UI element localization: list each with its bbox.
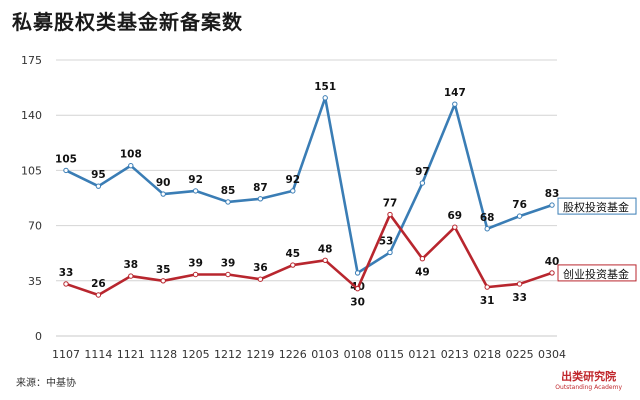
data-point: [128, 273, 134, 279]
x-tick-label: 0103: [311, 348, 339, 361]
data-point: [257, 196, 264, 202]
x-tick-label: 0213: [441, 348, 469, 361]
data-label: 92: [188, 174, 203, 186]
x-tick-label: 0218: [473, 348, 501, 361]
data-point: [160, 278, 166, 284]
x-tick-label: 0121: [408, 348, 436, 361]
x-tick-label: 1212: [214, 348, 242, 361]
x-tick-label: 0115: [376, 348, 404, 361]
data-point: [354, 285, 361, 292]
data-point: [516, 281, 523, 287]
data-label: 90: [156, 177, 171, 189]
data-label: 35: [156, 264, 171, 276]
data-point: [257, 276, 264, 282]
data-point: [192, 271, 199, 278]
data-point: [419, 180, 426, 186]
x-tick-label: 1219: [246, 348, 274, 361]
data-label: 48: [318, 243, 333, 255]
brand-name-cn: 出类研究院: [561, 370, 617, 383]
data-point: [452, 101, 458, 107]
data-point: [95, 183, 102, 189]
x-tick-label: 1114: [84, 348, 112, 361]
data-label: 87: [253, 182, 268, 194]
data-label: 92: [285, 174, 300, 186]
data-label: 40: [545, 256, 560, 268]
x-tick-label: 1128: [149, 348, 177, 361]
data-point: [290, 188, 296, 194]
data-label: 151: [314, 81, 336, 93]
data-point: [128, 162, 134, 169]
x-tick-label: 1205: [182, 348, 210, 361]
legend-box: [557, 197, 637, 215]
data-point: [484, 284, 490, 290]
x-tick-label: 1107: [52, 348, 80, 361]
data-point: [387, 249, 393, 256]
data-point: [322, 257, 328, 263]
data-label: 33: [512, 292, 527, 304]
data-label: 105: [55, 153, 77, 165]
data-label: 76: [512, 199, 527, 211]
data-point: [419, 256, 426, 262]
data-label: 108: [120, 149, 142, 161]
data-label: 39: [188, 257, 203, 269]
chart-title: 私募股权类基金新备案数: [12, 10, 243, 34]
data-point: [95, 292, 102, 298]
data-label: 45: [285, 248, 300, 260]
y-tick-label: 35: [28, 275, 42, 288]
data-point: [387, 211, 393, 218]
source-note: 来源：中基协: [16, 378, 76, 389]
data-point: [549, 270, 555, 276]
y-tick-label: 140: [21, 109, 42, 122]
x-tick-label: 0304: [538, 348, 566, 361]
series-line: [65, 213, 553, 297]
data-point: [452, 224, 458, 230]
data-point: [484, 226, 490, 232]
legend-box: [557, 264, 637, 282]
data-point: [192, 188, 199, 194]
data-label: 49: [415, 267, 430, 279]
y-tick-label: 0: [35, 330, 42, 343]
data-label: 147: [444, 87, 466, 99]
data-label: 31: [480, 295, 495, 307]
brand-name-en: Outstanding Academy: [555, 384, 622, 391]
y-tick-label: 105: [21, 164, 42, 177]
data-point: [63, 281, 69, 287]
data-label: 39: [221, 257, 236, 269]
series-line: [65, 96, 553, 275]
data-label: 95: [91, 169, 106, 181]
data-label: 77: [383, 198, 398, 210]
x-tick-label: 1226: [279, 348, 307, 361]
legend-label: 股权投资基金: [563, 200, 629, 214]
x-tick-label: 0108: [344, 348, 372, 361]
data-point: [160, 191, 166, 197]
data-label: 26: [91, 278, 106, 290]
data-label: 33: [59, 267, 74, 279]
data-label: 85: [221, 185, 236, 197]
legend-label: 创业投资基金: [563, 267, 629, 281]
data-label: 97: [415, 166, 430, 178]
y-tick-label: 175: [21, 54, 42, 67]
data-label: 69: [447, 210, 462, 222]
data-point: [322, 95, 328, 101]
brand-logo: 出类研究院 Outstanding Academy: [555, 368, 622, 391]
data-point: [549, 202, 555, 208]
data-point: [225, 199, 231, 205]
data-point: [354, 270, 361, 276]
data-label: 53: [379, 235, 394, 247]
data-point: [516, 213, 523, 219]
data-label: 83: [545, 188, 560, 200]
data-label: 30: [350, 297, 365, 309]
data-point: [225, 271, 231, 278]
data-point: [290, 262, 296, 268]
data-label: 68: [480, 212, 495, 224]
data-label: 38: [123, 259, 138, 271]
x-tick-label: 1121: [117, 348, 145, 361]
data-point: [63, 167, 69, 174]
data-label: 36: [253, 262, 268, 274]
x-tick-label: 0225: [506, 348, 534, 361]
y-tick-label: 70: [28, 220, 42, 233]
